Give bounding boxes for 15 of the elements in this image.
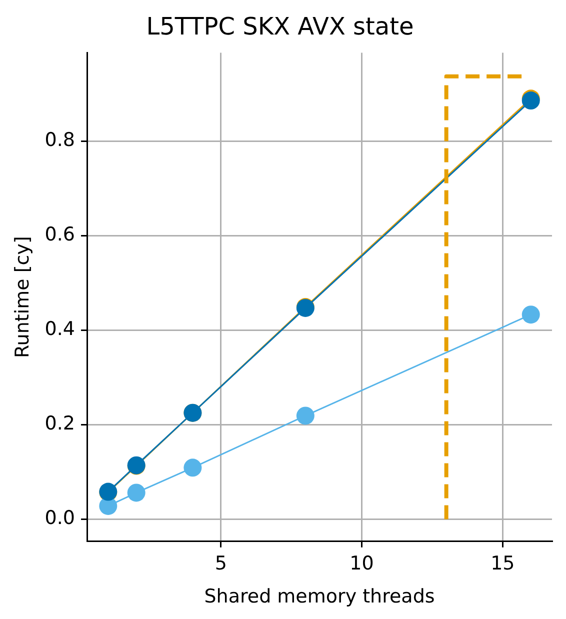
point	[127, 484, 146, 502]
point	[184, 458, 202, 477]
point	[296, 406, 314, 425]
y-tick-label: 0.0	[44, 507, 76, 530]
x-tick-label: 5	[214, 552, 227, 575]
y-axis-title: Runtime [cy]	[11, 236, 34, 358]
x-tick-label: 15	[490, 552, 515, 575]
chart-title: L5TTPC SKX AVX state	[146, 12, 414, 41]
x-tick-label: 10	[350, 552, 374, 575]
y-tick-label: 0.8	[44, 129, 76, 152]
y-tick-label: 0.4	[44, 318, 76, 340]
y-tick-label: 0.6	[44, 224, 76, 246]
point	[522, 306, 540, 324]
x-axis-title: Shared memory threads	[204, 586, 435, 608]
y-tick-label: 0.2	[44, 412, 76, 435]
